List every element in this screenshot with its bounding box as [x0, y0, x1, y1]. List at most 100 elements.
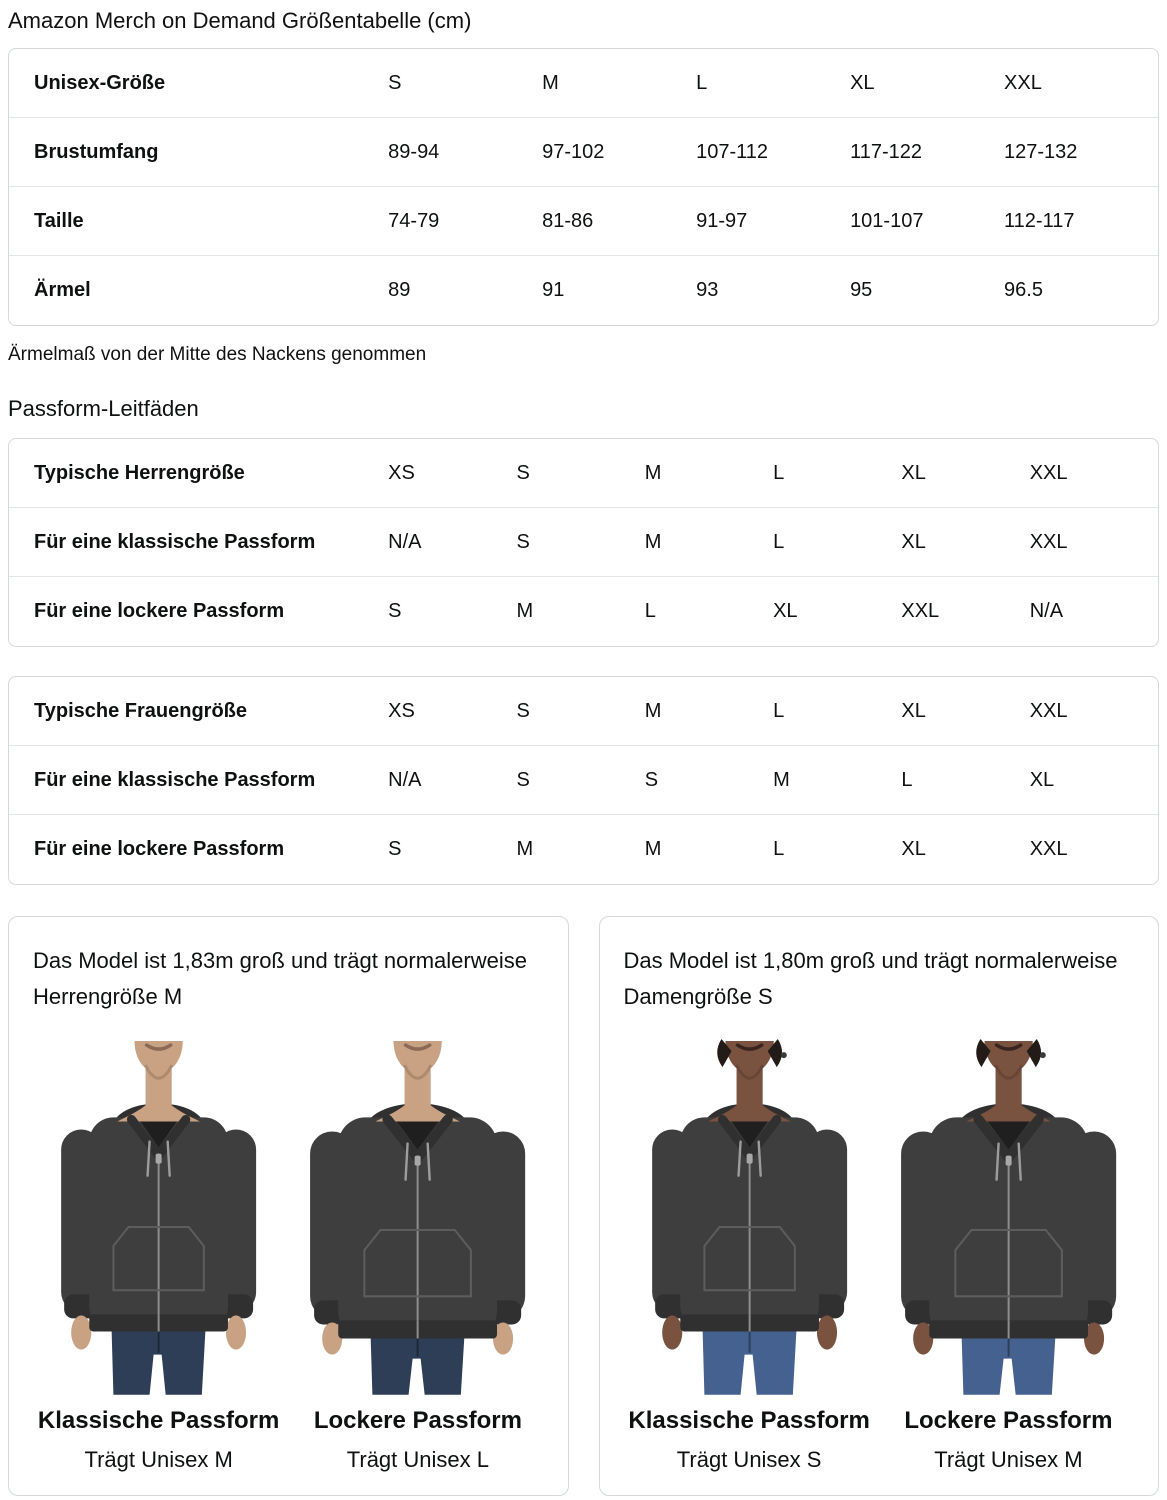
fit-cell: L	[773, 530, 785, 553]
table-row: Brustumfang 89-94 97-102 107-112 117-122…	[9, 118, 1158, 187]
caption-fit-label: Klassische Passform	[37, 1406, 280, 1434]
measure-cell: 89	[388, 279, 411, 301]
fit-cell: S	[388, 838, 402, 860]
row-label: Typische Frauengröße	[34, 699, 248, 722]
model-photo-loose	[292, 1033, 543, 1395]
photo-caption: Klassische Passform Trägt Unisex M	[33, 1407, 284, 1473]
fit-cell: XXL	[1029, 838, 1068, 860]
row-label: Typische Herrengröße	[34, 461, 245, 484]
table-row: Taille 74-79 81-86 91-97 101-107 112-117	[9, 187, 1158, 256]
fit-cell: XXL	[1029, 530, 1068, 553]
caption-wears-label: Trägt Unisex S	[676, 1446, 822, 1472]
fit-cell: M	[644, 699, 662, 722]
fit-cell: M	[644, 530, 662, 553]
row-label: Für eine klassische Passform	[34, 768, 316, 791]
row-label: Für eine lockere Passform	[34, 600, 285, 622]
row-label: Taille	[34, 209, 84, 232]
fit-cell: XL	[773, 600, 798, 622]
table-row: Typische Herrengröße XS S M L XL XXL	[9, 439, 1158, 508]
fit-cell: N/A	[388, 768, 422, 791]
fit-cell: N/A	[388, 530, 422, 553]
measure-cell: 95	[850, 279, 873, 301]
size-header-cell: L	[696, 71, 708, 94]
fit-cell: M	[644, 838, 662, 860]
fit-cell: M	[516, 838, 534, 860]
model-photo-classic	[33, 1033, 284, 1395]
table-row: Für eine lockere Passform S M L XL XXL N…	[9, 577, 1158, 646]
measure-cell: 112-117	[1004, 209, 1075, 232]
measure-cell: 91	[542, 279, 565, 301]
caption-fit-label: Lockere Passform	[904, 1406, 1113, 1434]
fit-cell: M	[644, 461, 662, 484]
fit-cell: S	[516, 461, 530, 484]
fit-cell: L	[773, 461, 785, 484]
fit-cell: S	[644, 768, 659, 791]
fit-cell: XS	[388, 699, 415, 722]
measure-cell: 74-79	[388, 209, 440, 232]
model-photo-classic	[624, 1033, 875, 1395]
fit-cell: L	[773, 699, 785, 722]
measure-cell: 91-97	[696, 209, 748, 232]
fit-cell: M	[516, 600, 534, 622]
fit-cell: L	[901, 768, 913, 791]
caption-wears-label: Trägt Unisex M	[934, 1446, 1083, 1472]
measure-cell: 127-132	[1004, 140, 1078, 163]
row-label: Ärmel	[34, 279, 91, 301]
measure-cell: 107-112	[696, 140, 769, 163]
size-header-cell: XL	[850, 71, 875, 94]
row-label: Für eine lockere Passform	[34, 838, 285, 860]
caption-wears-label: Trägt Unisex L	[346, 1446, 489, 1472]
fit-table-men: Typische Herrengröße XS S M L XL XXL Für…	[8, 438, 1159, 647]
measure-cell: 81-86	[542, 209, 594, 232]
fit-cell: XL	[901, 530, 926, 553]
fit-cell: XL	[901, 461, 926, 484]
fit-cell: S	[516, 699, 530, 722]
row-label: Brustumfang	[34, 140, 159, 163]
fit-cell: XL	[901, 699, 926, 722]
table-row: Für eine lockere Passform S M M L XL XXL	[9, 815, 1158, 884]
fit-cell: S	[516, 768, 530, 791]
fit-cell: XL	[1029, 768, 1055, 791]
fit-cell: L	[644, 600, 656, 622]
size-header-cell: XXL	[1004, 71, 1042, 94]
sleeve-note: Ärmelmaß von der Mitte des Nackens genom…	[8, 344, 427, 365]
measure-cell: 117-122	[850, 140, 922, 163]
fit-cell: XXL	[1029, 461, 1068, 484]
model-photo-loose	[883, 1033, 1134, 1395]
fit-cell: XS	[388, 461, 415, 484]
size-header-cell: M	[542, 71, 559, 94]
table-row: Für eine klassische Passform N/A S M L X…	[9, 508, 1158, 577]
fit-cell: L	[773, 838, 785, 860]
measure-cell: 89-94	[388, 140, 440, 163]
table-row: Für eine klassische Passform N/A S S M L…	[9, 746, 1158, 815]
fit-cell: S	[516, 530, 530, 553]
photo-caption: Lockere Passform Trägt Unisex L	[292, 1407, 543, 1473]
size-header-cell: S	[388, 71, 402, 94]
fit-cell: XXL	[901, 600, 940, 622]
photo-caption: Lockere Passform Trägt Unisex M	[883, 1407, 1134, 1473]
photo-caption: Klassische Passform Trägt Unisex S	[624, 1407, 875, 1473]
table-row: Ärmel 89 91 93 95 96.5	[9, 256, 1158, 325]
section-title: Passform-Leitfäden	[8, 396, 199, 421]
table-row: Unisex-Größe S M L XL XXL	[9, 49, 1158, 118]
row-label: Für eine klassische Passform	[34, 530, 316, 553]
measure-cell: 101-107	[850, 209, 924, 232]
fit-card-women: Das Model ist 1,80m groß und trägt norma…	[598, 916, 1159, 1496]
measure-cell: 93	[696, 279, 719, 301]
fit-card-men: Das Model ist 1,83m groß und trägt norma…	[8, 916, 569, 1496]
caption-fit-label: Lockere Passform	[313, 1406, 522, 1434]
caption-wears-label: Trägt Unisex M	[84, 1446, 233, 1472]
fit-cell: N/A	[1029, 600, 1064, 622]
table-row: Typische Frauengröße XS S M L XL XXL	[9, 677, 1158, 746]
fit-table-women: Typische Frauengröße XS S M L XL XXL Für…	[8, 676, 1159, 885]
size-table: Unisex-Größe S M L XL XXL Brustumfang 89…	[8, 48, 1159, 326]
measure-cell: 97-102	[542, 140, 605, 163]
fit-cell: XXL	[1029, 699, 1068, 722]
card-title: Das Model ist 1,80m groß und trägt norma…	[623, 948, 1118, 1009]
row-label: Unisex-Größe	[34, 71, 166, 94]
card-title: Das Model ist 1,83m groß und trägt norma…	[33, 948, 527, 1009]
fit-cell: M	[773, 768, 790, 791]
caption-fit-label: Klassische Passform	[628, 1406, 870, 1434]
page-title: Amazon Merch on Demand Größentabelle (cm…	[8, 8, 472, 33]
fit-cell: XL	[901, 838, 926, 860]
